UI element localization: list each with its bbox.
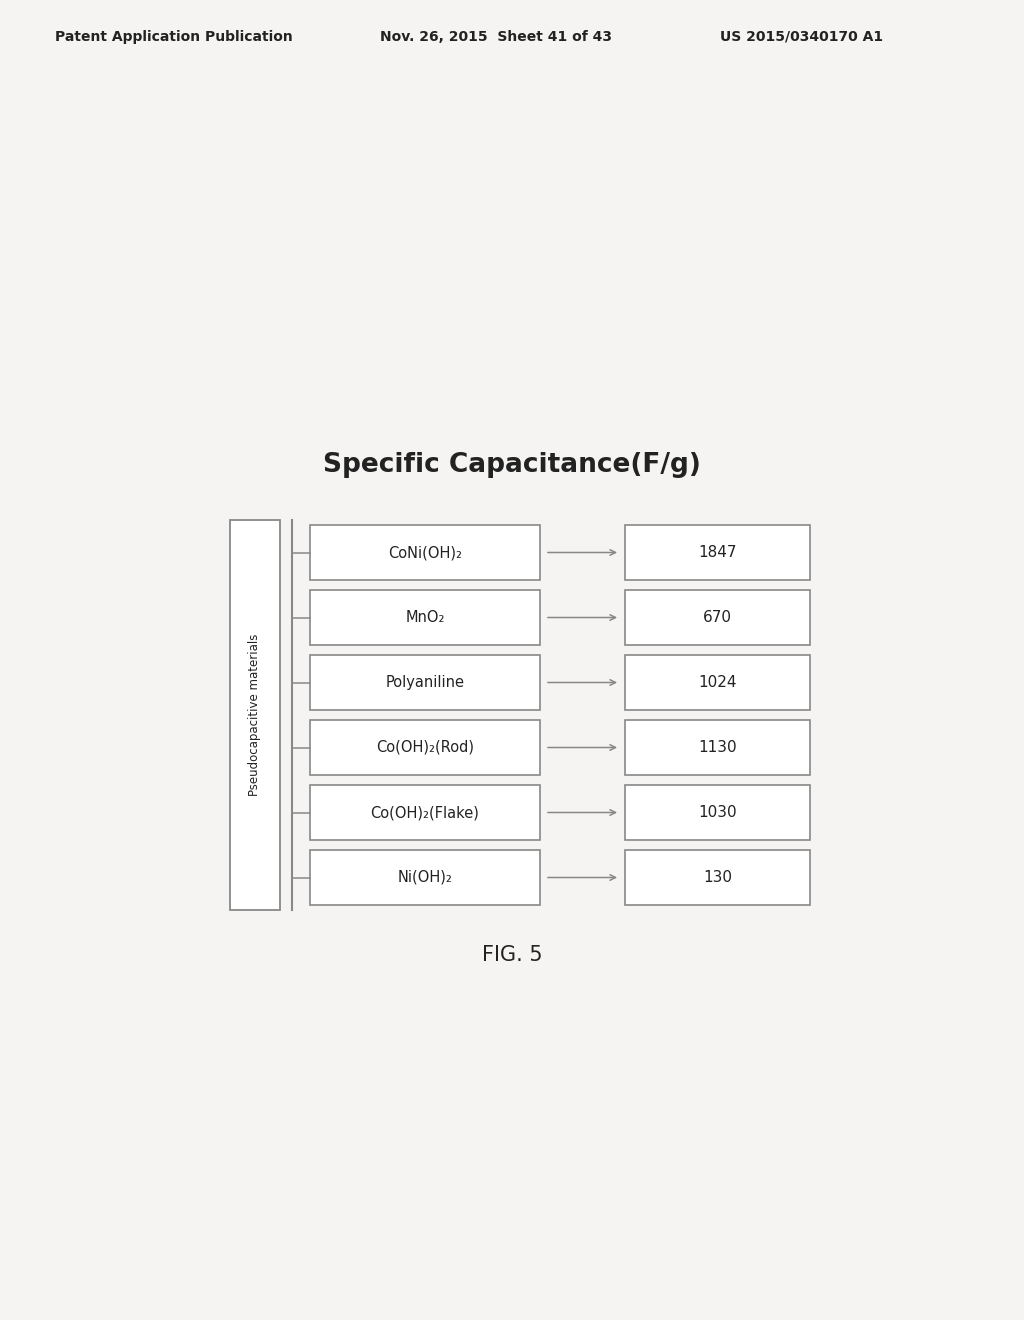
FancyBboxPatch shape [310,525,540,579]
Text: MnO₂: MnO₂ [406,610,444,624]
FancyBboxPatch shape [625,525,810,579]
FancyBboxPatch shape [310,590,540,645]
FancyBboxPatch shape [310,719,540,775]
FancyBboxPatch shape [625,655,810,710]
Text: FIG. 5: FIG. 5 [481,945,543,965]
Text: Nov. 26, 2015  Sheet 41 of 43: Nov. 26, 2015 Sheet 41 of 43 [380,30,612,44]
Text: 1130: 1130 [698,741,737,755]
Text: Specific Capacitance(F/g): Specific Capacitance(F/g) [323,451,701,478]
FancyBboxPatch shape [310,785,540,840]
Text: 1024: 1024 [698,675,736,690]
FancyBboxPatch shape [625,719,810,775]
Text: Polyaniline: Polyaniline [385,675,465,690]
Text: 130: 130 [703,870,732,884]
Text: CoNi(OH)₂: CoNi(OH)₂ [388,545,462,560]
Text: Pseudocapacitive materials: Pseudocapacitive materials [249,634,261,796]
FancyBboxPatch shape [310,655,540,710]
FancyBboxPatch shape [310,850,540,906]
Text: US 2015/0340170 A1: US 2015/0340170 A1 [720,30,883,44]
Text: 1030: 1030 [698,805,737,820]
Text: Co(OH)₂(Flake): Co(OH)₂(Flake) [371,805,479,820]
Text: Patent Application Publication: Patent Application Publication [55,30,293,44]
Text: 1847: 1847 [698,545,736,560]
FancyBboxPatch shape [625,850,810,906]
Text: Co(OH)₂(Rod): Co(OH)₂(Rod) [376,741,474,755]
Text: 670: 670 [703,610,732,624]
FancyBboxPatch shape [625,590,810,645]
FancyBboxPatch shape [230,520,280,909]
FancyBboxPatch shape [625,785,810,840]
Text: Ni(OH)₂: Ni(OH)₂ [397,870,453,884]
